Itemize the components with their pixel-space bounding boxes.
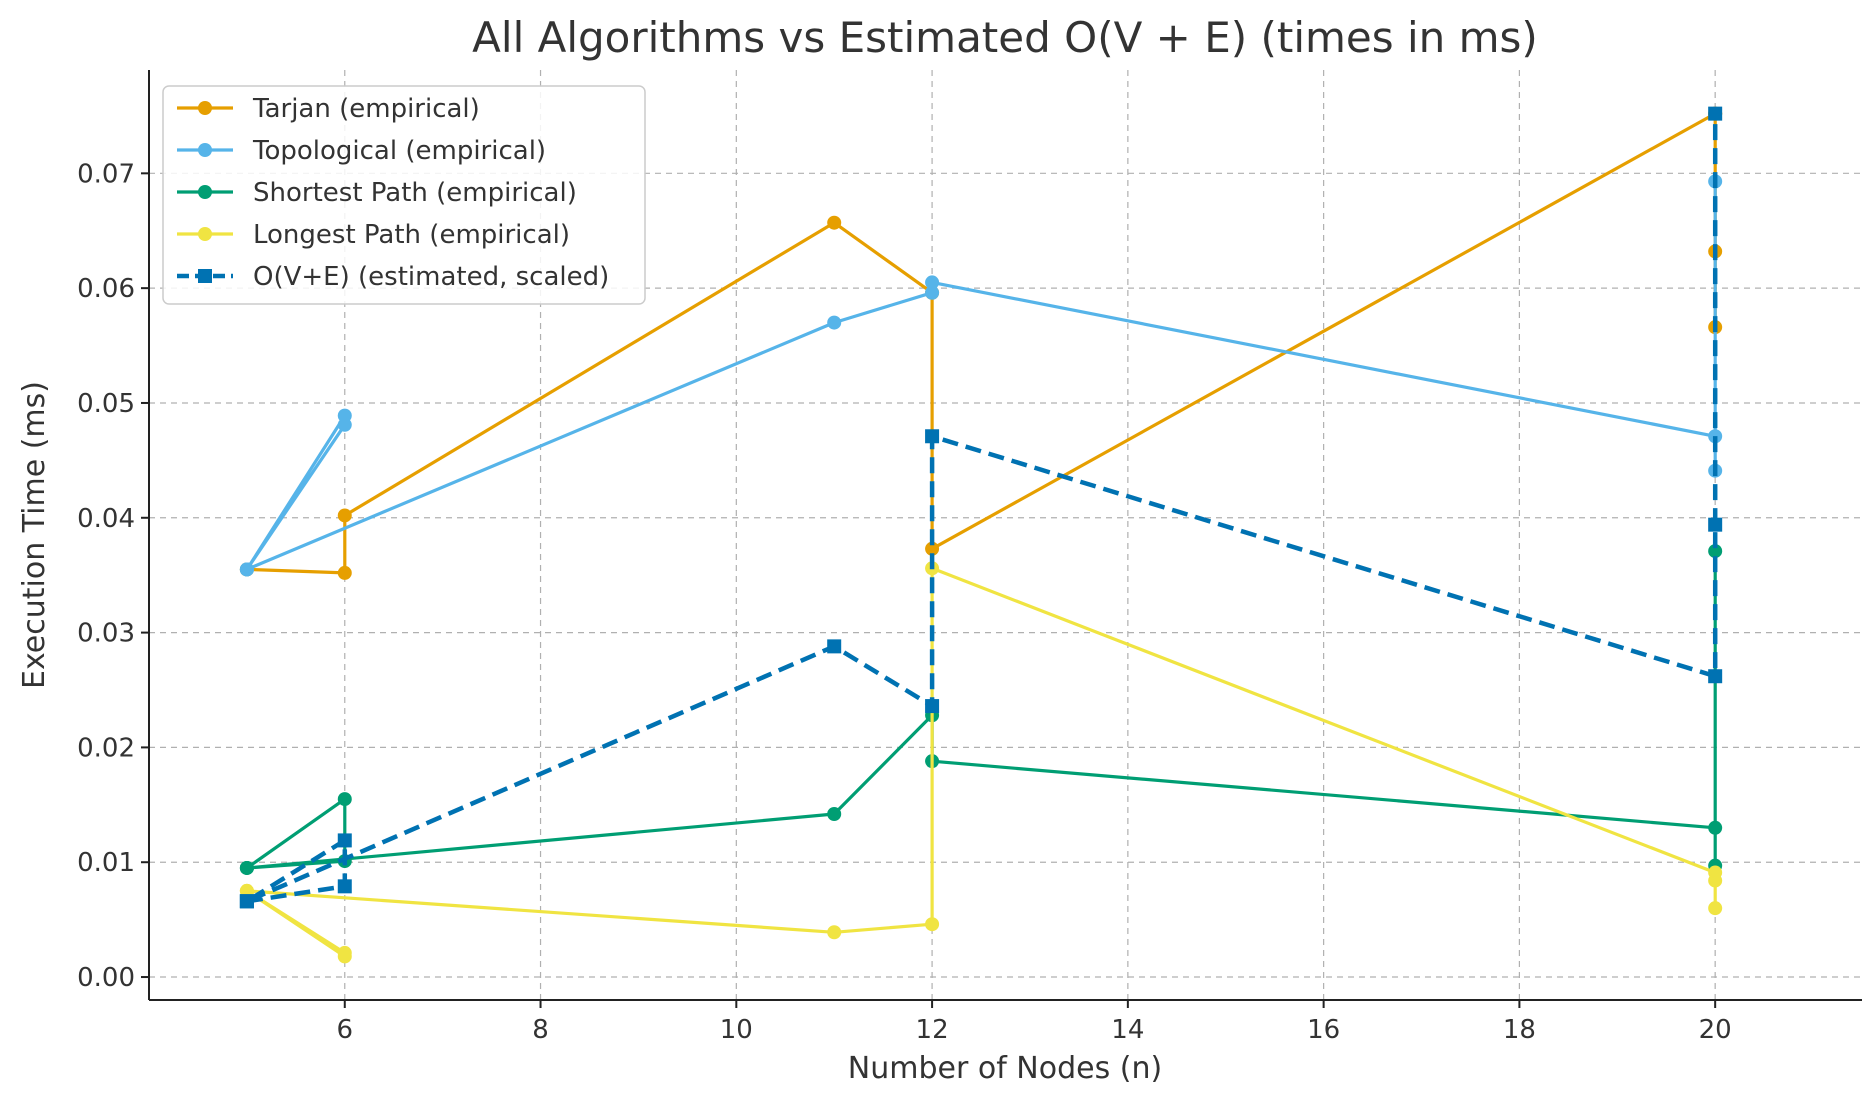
series-group	[239, 174, 1723, 577]
data-point	[925, 917, 940, 932]
x-tick-label: 20	[1699, 1015, 1732, 1045]
x-axis-label: Number of Nodes (n)	[848, 1051, 1162, 1086]
data-point	[1708, 901, 1723, 916]
legend-entry: Shortest Path (empirical)	[177, 178, 577, 208]
series-line	[245, 551, 1717, 870]
data-point	[337, 408, 352, 423]
y-tick-label: 0.06	[77, 274, 135, 304]
data-point	[827, 315, 842, 330]
x-tick-label: 16	[1307, 1015, 1340, 1045]
data-point	[1708, 669, 1723, 684]
legend-entry: Longest Path (empirical)	[177, 220, 570, 250]
x-tick-label: 10	[720, 1015, 753, 1045]
data-point	[1708, 106, 1723, 121]
data-point	[925, 541, 940, 556]
x-tick-label: 8	[532, 1015, 549, 1045]
legend-entry: Topological (empirical)	[177, 136, 546, 166]
legend: Tarjan (empirical) Topological (empirical…	[162, 85, 646, 305]
data-point	[1708, 517, 1723, 532]
data-point	[337, 945, 352, 960]
data-point	[1708, 544, 1723, 559]
legend-box	[162, 85, 646, 305]
y-tick-label: 0.00	[77, 963, 135, 993]
chart-title: All Algorithms vs Estimated O(V + E) (ti…	[472, 13, 1538, 62]
data-point	[925, 275, 940, 290]
data-point	[925, 699, 940, 714]
x-tick-label: 18	[1503, 1015, 1536, 1045]
legend-label: Topological (empirical)	[252, 136, 546, 166]
data-point	[827, 807, 842, 821]
y-axis-label: Execution Time (ms)	[17, 381, 52, 689]
y-tick-label: 0.05	[77, 389, 135, 419]
legend-marker	[198, 101, 212, 115]
data-point	[925, 429, 940, 444]
y-tick-label: 0.01	[77, 848, 135, 878]
data-point	[337, 833, 352, 848]
legend-label: Tarjan (empirical)	[252, 94, 480, 124]
x-tick-label: 12	[916, 1015, 949, 1045]
legend-label: Shortest Path (empirical)	[253, 178, 577, 208]
legend-entry: O(V+E) (estimated, scaled)	[177, 262, 609, 292]
y-tick-label: 0.04	[77, 504, 135, 534]
series-group	[239, 106, 1723, 909]
data-point	[1708, 873, 1723, 888]
series	[239, 106, 1723, 964]
data-point	[239, 562, 254, 577]
legend-marker	[198, 269, 212, 283]
legend-entry: Tarjan (empirical)	[177, 94, 480, 124]
data-point	[827, 639, 842, 654]
series-line	[244, 113, 1718, 904]
data-point	[1708, 820, 1723, 835]
legend-marker	[198, 185, 212, 199]
data-point	[337, 508, 352, 523]
y-tick-label: 0.03	[77, 619, 135, 649]
x-tick-label: 6	[336, 1015, 353, 1045]
legend-marker	[198, 227, 212, 241]
data-point	[239, 860, 254, 875]
y-tick-label: 0.02	[77, 733, 135, 763]
series-group	[239, 561, 1723, 964]
legend-marker	[198, 143, 212, 157]
data-point	[337, 565, 352, 580]
data-point	[337, 879, 352, 894]
y-tick-label: 0.07	[77, 159, 135, 189]
legend-label: Longest Path (empirical)	[253, 220, 570, 250]
legend-label: O(V+E) (estimated, scaled)	[253, 262, 609, 292]
data-point	[239, 894, 254, 909]
data-point	[827, 215, 842, 230]
ticks: 6 8 10 12 14 16 18 20 0.00 0.01 0.02 0.03 0.04 0.05 0.…	[77, 159, 1732, 1045]
data-point	[925, 285, 940, 300]
axes	[148, 70, 1862, 1001]
data-point	[827, 925, 842, 940]
data-point	[337, 792, 352, 807]
x-tick-label: 14	[1111, 1015, 1144, 1045]
